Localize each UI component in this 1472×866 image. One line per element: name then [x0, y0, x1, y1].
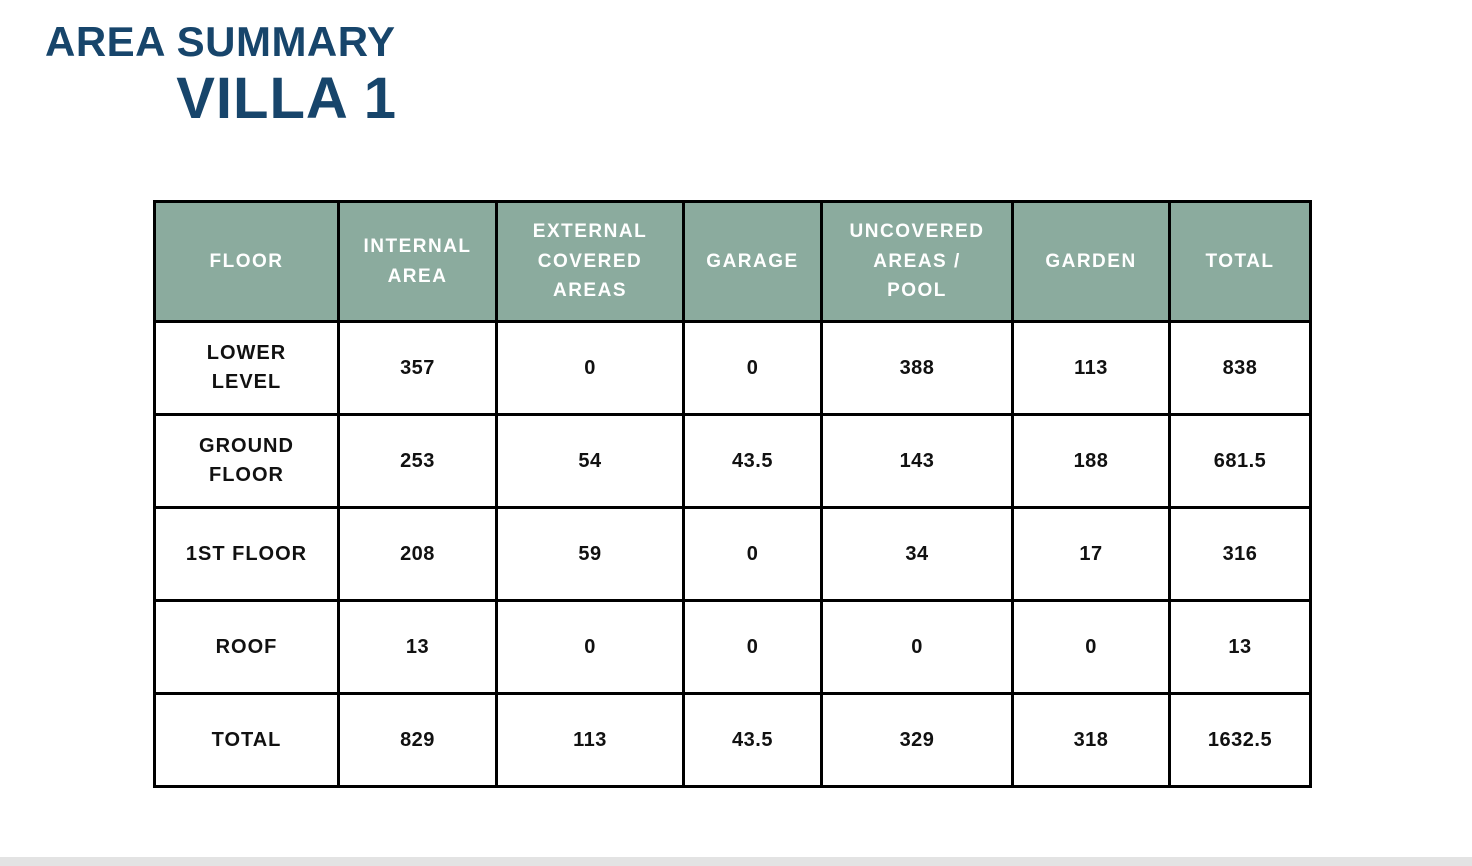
value-cell: 54 — [495, 413, 685, 509]
value-cell: 43.5 — [682, 413, 823, 509]
value-cell: 253 — [337, 413, 498, 509]
value-cell: 0 — [682, 320, 823, 416]
value-cell: 113 — [1011, 320, 1171, 416]
floor-label-cell: GROUND FLOOR — [153, 413, 340, 509]
value-cell: 0 — [682, 599, 823, 695]
table-row-ground-floor: GROUND FLOOR 253 54 43.5 143 188 681.5 — [153, 413, 1312, 509]
value-cell: 188 — [1011, 413, 1171, 509]
value-cell: 0 — [1011, 599, 1171, 695]
floor-label-cell: LOWER LEVEL — [153, 320, 340, 416]
value-cell: 0 — [682, 506, 823, 602]
value-cell: 59 — [495, 506, 685, 602]
value-cell: 13 — [337, 599, 498, 695]
floor-label-cell: 1ST FLOOR — [153, 506, 340, 602]
table-row-roof: ROOF 13 0 0 0 0 13 — [153, 599, 1312, 695]
bottom-strip — [0, 857, 1472, 866]
header-cell-garage: GARAGE — [682, 200, 823, 323]
value-cell: 208 — [337, 506, 498, 602]
page-title: AREA SUMMARY — [45, 18, 396, 65]
value-cell: 17 — [1011, 506, 1171, 602]
table-row-lower-level: LOWER LEVEL 357 0 0 388 113 838 — [153, 320, 1312, 416]
value-cell: 0 — [495, 320, 685, 416]
value-cell: 43.5 — [682, 692, 823, 788]
value-cell: 357 — [337, 320, 498, 416]
value-cell: 143 — [820, 413, 1014, 509]
value-cell: 838 — [1168, 320, 1312, 416]
value-cell: 829 — [337, 692, 498, 788]
floor-label-cell: ROOF — [153, 599, 340, 695]
header-cell-floor: FLOOR — [153, 200, 340, 323]
value-cell: 681.5 — [1168, 413, 1312, 509]
area-summary-table: FLOOR INTERNAL AREA EXTERNAL COVERED ARE… — [153, 200, 1312, 788]
header-cell-total: TOTAL — [1168, 200, 1312, 323]
value-cell: 316 — [1168, 506, 1312, 602]
header-cell-uncovered-areas-pool: UNCOVERED AREAS / POOL — [820, 200, 1014, 323]
value-cell: 388 — [820, 320, 1014, 416]
table-row-1st-floor: 1ST FLOOR 208 59 0 34 17 316 — [153, 506, 1312, 602]
value-cell: 0 — [495, 599, 685, 695]
value-cell: 1632.5 — [1168, 692, 1312, 788]
value-cell: 13 — [1168, 599, 1312, 695]
page-subtitle: VILLA 1 — [176, 66, 397, 131]
floor-label-cell: TOTAL — [153, 692, 340, 788]
table-header-row: FLOOR INTERNAL AREA EXTERNAL COVERED ARE… — [153, 200, 1312, 323]
value-cell: 318 — [1011, 692, 1171, 788]
value-cell: 329 — [820, 692, 1014, 788]
value-cell: 0 — [820, 599, 1014, 695]
header-cell-internal-area: INTERNAL AREA — [337, 200, 498, 323]
header-cell-external-covered-areas: EXTERNAL COVERED AREAS — [495, 200, 685, 323]
table-row-total: TOTAL 829 113 43.5 329 318 1632.5 — [153, 692, 1312, 788]
title-block: AREA SUMMARY VILLA 1 — [45, 18, 397, 128]
value-cell: 34 — [820, 506, 1014, 602]
value-cell: 113 — [495, 692, 685, 788]
header-cell-garden: GARDEN — [1011, 200, 1171, 323]
